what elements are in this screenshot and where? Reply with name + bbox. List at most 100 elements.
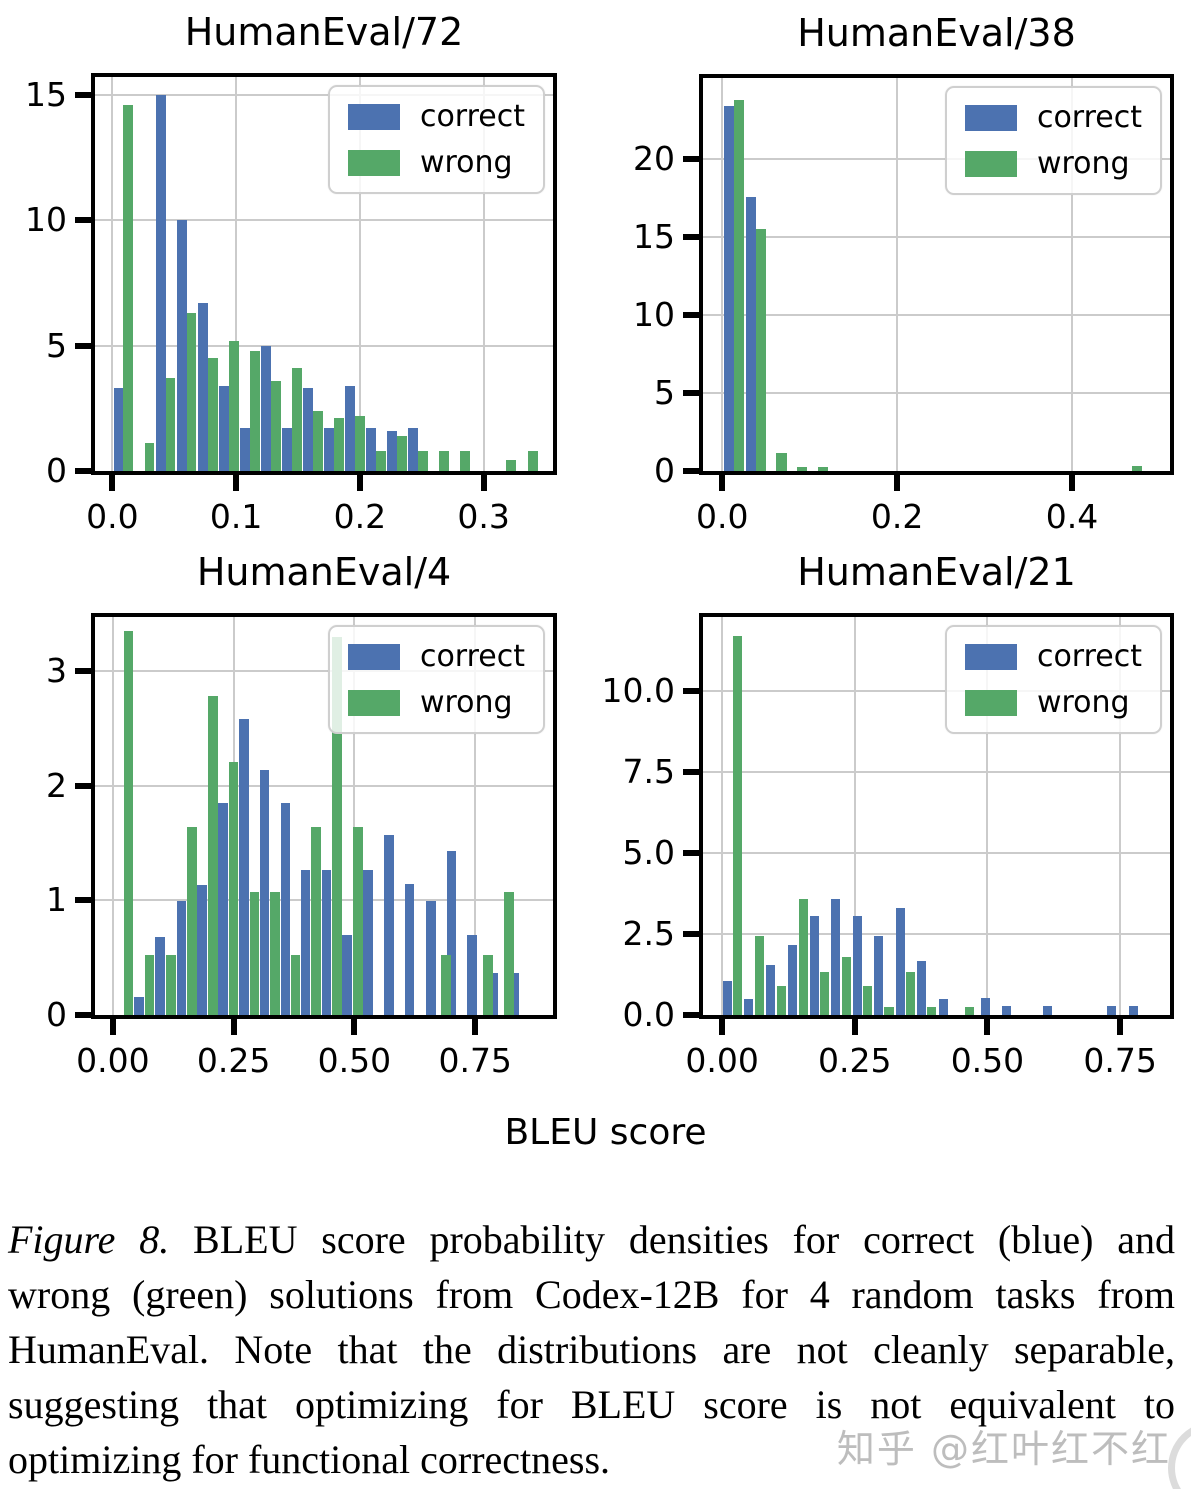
x-tick-label: 0.1 xyxy=(209,497,263,536)
y-tick-label: 3 xyxy=(46,650,67,690)
legend-label-wrong: wrong xyxy=(1036,146,1130,181)
bar-wrong xyxy=(418,450,428,471)
bar-wrong xyxy=(906,971,916,1015)
bar-wrong xyxy=(441,955,452,1015)
chart-title: HumanEval/4 xyxy=(196,550,452,594)
legend-label-correct: correct xyxy=(1036,639,1142,674)
legend-row-correct: correct xyxy=(347,639,525,674)
y-tick-label: 0 xyxy=(46,995,67,1034)
x-tick-label: 0.50 xyxy=(950,1041,1025,1080)
bar-correct xyxy=(425,901,436,1015)
x-tick-label: 0.00 xyxy=(685,1041,759,1080)
bar-wrong xyxy=(228,340,239,471)
gridline-horizontal xyxy=(703,236,1170,239)
bar-wrong xyxy=(144,443,155,471)
bar-wrong xyxy=(733,636,743,1015)
bar-correct xyxy=(446,850,457,1015)
y-tick-label: 15 xyxy=(633,217,675,257)
bar-wrong xyxy=(312,410,323,471)
legend-row-correct: correct xyxy=(964,101,1142,134)
bar-correct xyxy=(981,997,991,1015)
plot-humaneval-4: 0.00 0.25 0.50 0.75 0 1 2 3 correct wrong xyxy=(46,613,557,1080)
legend-label-correct: correct xyxy=(419,639,525,674)
bar-correct xyxy=(345,385,355,471)
bar-wrong xyxy=(884,1007,894,1015)
bar-correct xyxy=(745,196,756,471)
y-tick-mark xyxy=(683,769,699,776)
y-tick-mark xyxy=(75,1012,91,1018)
gridline-vertical xyxy=(353,617,356,1015)
bar-correct xyxy=(1043,1005,1053,1015)
bar-wrong xyxy=(228,761,239,1015)
y-tick-mark xyxy=(75,468,91,474)
bar-wrong xyxy=(776,986,786,1015)
bar-wrong xyxy=(483,955,494,1015)
bar-wrong xyxy=(927,1007,937,1015)
bar-correct xyxy=(363,870,373,1015)
bar-wrong xyxy=(354,415,365,471)
legend-row-wrong: wrong xyxy=(347,146,525,179)
bar-correct xyxy=(342,934,352,1015)
bar-wrong xyxy=(291,368,302,471)
legend-swatch-correct-icon xyxy=(964,104,1017,131)
bar-correct xyxy=(324,428,334,471)
bar-wrong xyxy=(965,1007,975,1015)
x-tick-mark xyxy=(719,1019,726,1035)
y-tick-mark xyxy=(683,931,699,938)
y-tick-mark xyxy=(75,217,91,224)
legend-swatch-wrong-icon xyxy=(964,689,1017,716)
bar-wrong xyxy=(249,350,260,471)
x-tick-label: 0.75 xyxy=(1083,1041,1157,1080)
bar-correct xyxy=(744,998,754,1015)
x-tick-label: 0.3 xyxy=(457,497,510,536)
x-tick-mark xyxy=(894,475,901,491)
bar-wrong xyxy=(123,630,134,1015)
bar-wrong xyxy=(798,898,808,1015)
bar-wrong xyxy=(817,467,828,471)
x-tick-label: 0.2 xyxy=(333,497,387,536)
legend-label-wrong: wrong xyxy=(1036,685,1130,720)
bar-correct xyxy=(155,94,166,471)
y-tick-label: 0 xyxy=(654,451,675,490)
bar-wrong xyxy=(269,892,280,1015)
x-tick-mark xyxy=(230,1019,237,1035)
bar-correct xyxy=(387,430,398,471)
bar-correct xyxy=(280,802,291,1015)
bar-correct xyxy=(218,802,228,1015)
bar-correct xyxy=(408,428,419,471)
caption-line: wrong (green) solutions from Codex-12B f… xyxy=(8,1272,1175,1317)
gridline-horizontal xyxy=(703,690,1170,693)
gridline-vertical xyxy=(482,77,485,471)
bar-wrong xyxy=(187,826,197,1015)
bar-wrong xyxy=(397,435,407,471)
bar-wrong xyxy=(208,696,218,1015)
y-tick-label: 10.0 xyxy=(601,671,675,711)
y-tick-mark xyxy=(75,91,91,98)
y-tick-label: 2 xyxy=(46,765,67,805)
y-tick-label: 2.5 xyxy=(622,914,675,954)
bar-wrong xyxy=(504,892,514,1015)
bar-wrong xyxy=(270,380,281,471)
x-tick-mark xyxy=(1117,1019,1124,1035)
legend-swatch-wrong-icon xyxy=(347,689,400,716)
bar-wrong xyxy=(186,312,197,471)
y-tick-label: 7.5 xyxy=(622,752,675,792)
bar-correct xyxy=(113,388,124,471)
bar-wrong xyxy=(311,826,322,1015)
bar-wrong xyxy=(375,450,386,471)
bar-correct xyxy=(939,998,949,1015)
gridline-vertical xyxy=(1119,617,1122,1015)
bar-wrong xyxy=(165,378,176,471)
bar-correct xyxy=(1107,1005,1117,1015)
bar-wrong xyxy=(1131,466,1142,471)
bar-correct xyxy=(787,944,797,1015)
y-tick-mark xyxy=(683,234,699,241)
legend: correct wrong xyxy=(944,86,1162,195)
bar-wrong xyxy=(439,450,449,471)
watermark-text: 知乎 @红叶红不红 xyxy=(836,1427,1171,1471)
gridline-vertical xyxy=(853,617,856,1015)
y-tick-label: 0.0 xyxy=(622,995,675,1034)
bar-wrong xyxy=(332,636,342,1015)
bar-correct xyxy=(830,899,840,1015)
chart-title: HumanEval/72 xyxy=(184,10,464,54)
